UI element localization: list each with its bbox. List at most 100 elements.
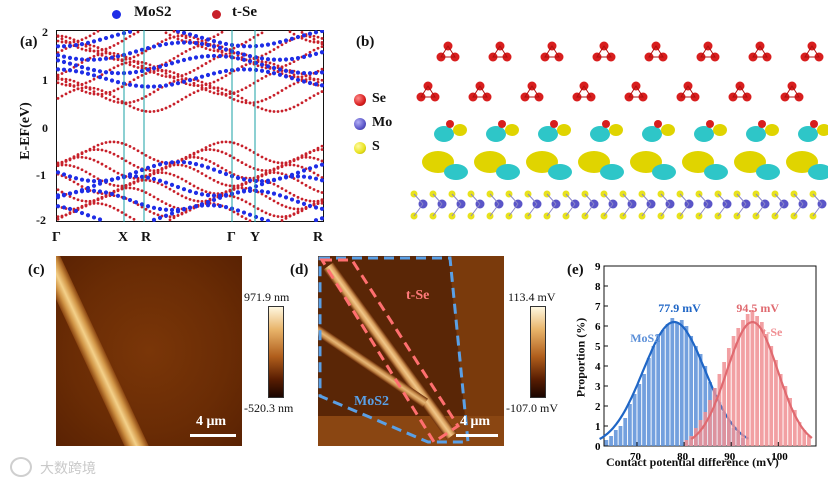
tse-band-point	[84, 90, 88, 94]
tse-band-point	[56, 35, 60, 38]
tse-band-point	[72, 79, 76, 83]
mos2-band-point	[235, 43, 241, 48]
tse-band-point	[100, 92, 104, 96]
charge-depletion	[642, 126, 662, 142]
mos2-band-point	[247, 212, 253, 217]
tse-band-point	[56, 217, 60, 221]
tse-histogram-bar	[783, 386, 788, 446]
tse-band-point	[132, 59, 136, 63]
mos2-histogram-bar	[693, 346, 698, 446]
mos2-band-point	[56, 53, 61, 58]
mos2-band-point	[115, 176, 121, 181]
tse-band-point	[92, 90, 96, 94]
tse-band-point	[192, 46, 196, 49]
tse-band-point	[220, 182, 224, 186]
mos2-band-point	[61, 67, 67, 72]
tse-band-point	[100, 142, 104, 146]
tse-band-point	[184, 179, 188, 183]
tse-band-point	[236, 158, 240, 162]
mos2-band-point	[139, 84, 145, 89]
tse-band-point	[156, 88, 160, 91]
se-atom	[550, 120, 558, 128]
cpd-histogram: 77.9 mV MoS2 94.5 mV t-Se 70 80 90 100 0 1 2 3 4 5 6 7 8…	[595, 261, 817, 463]
mos2-band-point	[271, 65, 277, 71]
tse-band-point	[116, 87, 120, 91]
mos2-band-point	[103, 56, 109, 61]
tse-band-point	[292, 158, 296, 161]
mos2-band-point	[97, 57, 103, 62]
tse-band-point	[172, 173, 176, 177]
tse-band-point	[292, 32, 296, 36]
tse-histogram-bar	[778, 374, 783, 446]
mos2-band-point	[193, 33, 199, 39]
tse-band-point	[64, 41, 68, 44]
mos2-band-point	[319, 206, 324, 211]
tse-band-point	[224, 92, 228, 96]
tse-band-point	[200, 188, 204, 192]
charge-accumulation	[557, 124, 571, 136]
tse-band-point	[260, 155, 264, 159]
tse-band-point	[164, 202, 168, 206]
mos2-band-point	[301, 168, 307, 173]
ytick-a-1: 1	[42, 73, 48, 87]
tse-band-point	[164, 75, 168, 78]
tse-band-point	[228, 140, 232, 144]
tse-band-point	[196, 169, 200, 173]
tse-band-point	[176, 192, 180, 196]
tse-band-point	[264, 97, 268, 101]
tse-band-point	[64, 163, 68, 167]
tse-band-point	[232, 46, 236, 50]
tse-band-point	[160, 74, 164, 77]
mo-s-bond	[736, 193, 747, 205]
mos2-band-point	[175, 159, 181, 165]
tse-band-point	[136, 165, 140, 169]
tse-band-point	[60, 82, 64, 86]
mos2-histogram-bar	[684, 326, 689, 446]
mos2-band-point	[115, 32, 121, 37]
mos2-band-point	[103, 35, 109, 41]
mos2-band-point	[73, 69, 79, 74]
mo-s-bond	[717, 203, 728, 217]
mos2-band-point	[295, 55, 301, 61]
mos2-histogram-bar	[656, 334, 661, 446]
mos2-band-point	[79, 57, 85, 62]
tse-band-point	[160, 183, 164, 187]
tse-band-point	[232, 91, 236, 95]
tse-band-point	[152, 109, 156, 113]
ytick-a-0: 2	[42, 25, 48, 39]
mos2-band-point	[133, 170, 139, 175]
tse-band-point	[248, 101, 252, 105]
tse-band-point	[92, 86, 96, 90]
charge-depletion	[756, 164, 780, 180]
tse-band-point	[244, 101, 248, 105]
tse-band-point	[216, 149, 220, 153]
tse-band-point	[224, 183, 228, 187]
tse-band-point	[152, 158, 156, 161]
tse-band-point	[300, 181, 304, 185]
mos2-band-point	[139, 174, 145, 179]
tse-band-point	[136, 76, 140, 79]
tse-band-point	[200, 80, 204, 84]
panel-c-label: (c)	[28, 262, 45, 278]
tse-band-point	[60, 34, 64, 38]
se-bond	[440, 45, 456, 58]
tse-histogram-bar	[807, 436, 811, 446]
tse-band-point	[104, 141, 108, 144]
tse-band-point	[208, 176, 212, 180]
tse-histogram-bar	[802, 430, 807, 446]
tse-band-point	[84, 44, 88, 48]
tse-band-point	[124, 186, 128, 190]
tse-band-point	[68, 211, 72, 214]
mos2-band-point	[109, 70, 115, 75]
tse-band-point	[132, 32, 136, 36]
mos2-band-point	[205, 37, 211, 42]
tse-band-point	[308, 150, 312, 154]
tse-band-point	[88, 47, 92, 51]
tse-band-point	[140, 60, 144, 64]
tse-band-point	[116, 42, 120, 45]
atom-legend: Se Mo S	[352, 90, 412, 160]
tse-band-point	[116, 140, 120, 144]
mos2-band-point	[277, 176, 283, 181]
tse-band-point	[200, 64, 204, 68]
tse-band-point	[148, 63, 152, 67]
